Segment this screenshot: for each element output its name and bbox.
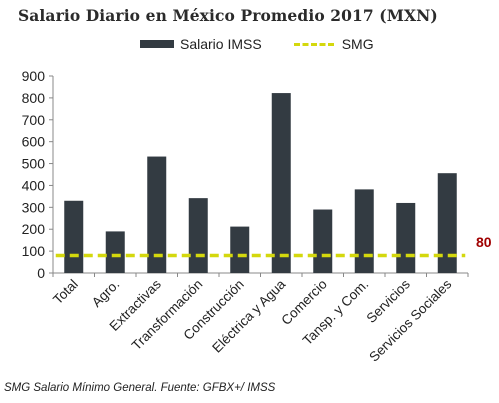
- bar-9: [437, 173, 457, 273]
- x-category-label: Total: [50, 277, 81, 308]
- legend-swatch-smg: [293, 42, 334, 46]
- bar-1: [105, 231, 125, 273]
- bar-0: [64, 200, 84, 273]
- bar-7: [354, 189, 374, 273]
- legend: Salario IMSS SMG: [140, 36, 374, 52]
- legend-swatch-salario-imss: [140, 40, 174, 48]
- bar-6: [313, 209, 333, 273]
- x-category-label: Eléctrica y Agua: [209, 276, 288, 355]
- x-category-label: Agro.: [89, 277, 122, 310]
- y-tick-label: 800: [22, 90, 46, 106]
- y-tick-label: 400: [22, 177, 46, 193]
- y-tick-label: 700: [22, 112, 46, 128]
- legend-label-salario-imss: Salario IMSS: [180, 36, 262, 52]
- y-tick-label: 900: [22, 68, 46, 84]
- y-tick-label: 500: [22, 156, 46, 172]
- x-category-label: Transformación: [129, 277, 206, 354]
- y-tick-label: 100: [22, 243, 46, 259]
- y-tick-label: 0: [37, 265, 45, 281]
- legend-label-smg: SMG: [341, 36, 374, 52]
- bar-2: [147, 156, 167, 273]
- bar-4: [230, 226, 250, 273]
- smg-value-label: 80: [476, 234, 492, 250]
- y-tick-label: 600: [22, 134, 46, 150]
- bar-5: [271, 93, 291, 273]
- bar-8: [396, 202, 416, 273]
- bar-3: [188, 198, 208, 273]
- footnote: SMG Salario Mínimo General. Fuente: GFBX…: [4, 382, 276, 394]
- y-tick-label: 200: [22, 221, 46, 237]
- chart-title: Salario Diario en México Promedio 2017 (…: [18, 6, 438, 25]
- x-category-label: Servicios Sociales: [366, 276, 454, 364]
- y-tick-label: 300: [22, 199, 46, 215]
